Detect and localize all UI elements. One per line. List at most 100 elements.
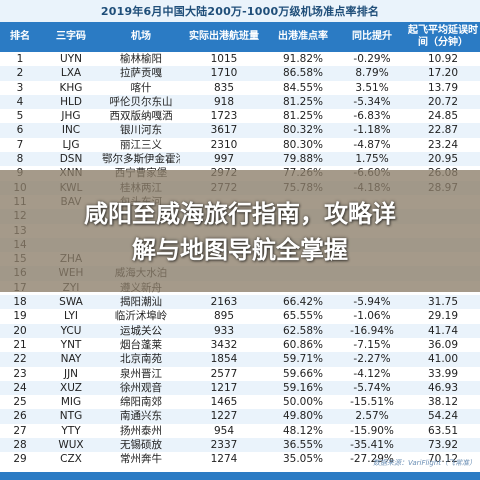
table-row: 3 KHG 喀什 835 84.55% 3.51% 13.79 xyxy=(0,81,480,95)
headline-overlay xyxy=(0,170,480,292)
cell-airport: 南通兴东 xyxy=(120,410,162,423)
cell-yoy-change: 8.79% xyxy=(355,67,389,80)
cell-yoy-change: 3.51% xyxy=(355,81,389,94)
header-rank: 排名 xyxy=(10,31,30,42)
cell-airport: 丽江三义 xyxy=(120,138,162,151)
cell-departures: 918 xyxy=(213,95,235,108)
cell-yoy-change: -6.83% xyxy=(353,110,391,123)
cell-ontime-rate: 36.55% xyxy=(282,439,324,452)
cell-departures: 1465 xyxy=(210,396,238,409)
cell-code: KHG xyxy=(59,81,83,94)
cell-yoy-change: -35.41% xyxy=(350,439,394,452)
cell-airport: 常州奔牛 xyxy=(120,453,162,466)
cell-airport: 徐州观音 xyxy=(120,381,162,394)
cell-departures: 2163 xyxy=(210,296,238,309)
cell-code: JHG xyxy=(61,110,81,123)
cell-rank: 1 xyxy=(16,53,24,65)
cell-ontime-rate: 79.88% xyxy=(282,153,324,166)
cell-avg-delay: 29.19 xyxy=(427,310,459,323)
table-row: 27 YTY 扬州泰州 954 48.12% -15.90% 63.51 xyxy=(0,424,480,438)
cell-ontime-rate: 86.58% xyxy=(282,67,324,80)
table-row: 19 LYI 临沂沭埠岭 895 65.55% -1.06% 29.19 xyxy=(0,309,480,323)
cell-avg-delay: 54.24 xyxy=(427,410,459,423)
cell-avg-delay: 36.09 xyxy=(427,338,459,351)
header-code: 三字码 xyxy=(56,31,86,42)
cell-airport: 呼伦贝尔东山 xyxy=(109,95,173,108)
cell-rank: 23 xyxy=(13,367,27,380)
cell-ontime-rate: 80.32% xyxy=(282,124,324,137)
cell-ontime-rate: 60.86% xyxy=(282,338,324,351)
table-header: 排名 三字码 机场 实际出港航班量 出港准点率 同比提升 起飞平均延误时间（分钟… xyxy=(0,22,480,52)
cell-ontime-rate: 59.71% xyxy=(282,353,324,366)
table-row: 29 CZX 常州奔牛 1274 35.05% -27.29% 70.12 xyxy=(0,452,480,466)
cell-airport: 北京南苑 xyxy=(120,353,162,366)
table-row: 23 JJN 泉州晋江 2577 59.66% -4.12% 33.99 xyxy=(0,367,480,381)
cell-ontime-rate: 81.25% xyxy=(282,110,324,123)
cell-avg-delay: 33.99 xyxy=(427,367,459,380)
table-row: 22 NAY 北京南苑 1854 59.71% -2.27% 41.00 xyxy=(0,352,480,367)
cell-airport: 西双版纳嘎洒 xyxy=(109,110,173,123)
cell-rank: 4 xyxy=(16,95,24,108)
table-row: 24 XUZ 徐州观音 1217 59.16% -5.74% 46.93 xyxy=(0,380,480,396)
cell-ontime-rate: 66.42% xyxy=(282,296,324,309)
cell-avg-delay: 20.95 xyxy=(427,153,459,166)
cell-yoy-change: -2.27% xyxy=(353,353,391,366)
cell-ontime-rate: 65.55% xyxy=(282,310,324,323)
cell-yoy-change: -5.34% xyxy=(353,95,391,108)
cell-airport: 运城关公 xyxy=(120,324,162,337)
cell-code: UYN xyxy=(60,53,82,65)
table-row: 2 LXA 拉萨贡嘎 1710 86.58% 8.79% 17.20 xyxy=(0,66,480,81)
cell-ontime-rate: 81.25% xyxy=(282,95,324,108)
cell-departures: 954 xyxy=(213,424,235,437)
cell-avg-delay: 17.20 xyxy=(427,67,459,80)
cell-departures: 2337 xyxy=(210,439,238,452)
cell-airport: 鄂尔多斯伊金霍洛 xyxy=(102,153,180,166)
cell-avg-delay: 22.87 xyxy=(427,124,459,137)
cell-rank: 22 xyxy=(13,353,27,366)
cell-yoy-change: -16.94% xyxy=(350,324,394,337)
cell-yoy-change: -15.51% xyxy=(350,396,394,409)
cell-departures: 1723 xyxy=(210,110,238,123)
cell-code: YTY xyxy=(61,424,81,437)
cell-airport: 榆林榆阳 xyxy=(120,53,162,65)
table-title: 2019年6月中国大陆200万-1000万级机场准点率排名 xyxy=(100,5,380,18)
cell-rank: 8 xyxy=(16,153,24,166)
table-row: 6 INC 银川河东 3617 80.32% -1.18% 22.87 xyxy=(0,123,480,138)
cell-airport: 无锡硕放 xyxy=(120,439,162,452)
cell-avg-delay: 20.72 xyxy=(427,95,459,108)
cell-rank: 24 xyxy=(13,381,27,394)
cell-code: CZX xyxy=(60,453,82,466)
headline-line-1: 咸阳至威海旅行指南，攻略详 xyxy=(84,200,396,228)
cell-code: LYI xyxy=(64,310,78,323)
cell-departures: 933 xyxy=(213,324,235,337)
header-ontime-rate: 出港准点率 xyxy=(278,31,328,42)
cell-rank: 28 xyxy=(13,439,27,452)
cell-yoy-change: -4.12% xyxy=(353,367,391,380)
cell-rank: 21 xyxy=(13,338,27,351)
cell-yoy-change: -0.29% xyxy=(353,53,391,65)
cell-avg-delay: 24.85 xyxy=(427,110,459,123)
table-row: 4 HLD 呼伦贝尔东山 918 81.25% -5.34% 20.72 xyxy=(0,94,480,110)
cell-ontime-rate: 48.12% xyxy=(282,424,324,437)
header-departures: 实际出港航班量 xyxy=(189,31,259,42)
cell-rank: 25 xyxy=(13,396,27,409)
cell-departures: 3432 xyxy=(210,338,238,351)
table-row: 7 LJG 丽江三义 2310 80.30% -4.87% 23.24 xyxy=(0,138,480,152)
table-row: 26 NTG 南通兴东 1227 49.80% 2.57% 54.24 xyxy=(0,409,480,424)
cell-avg-delay: 73.92 xyxy=(427,439,459,452)
cell-avg-delay: 70.12 xyxy=(427,453,459,466)
cell-rank: 6 xyxy=(16,124,24,137)
cell-code: XUZ xyxy=(60,381,82,394)
cell-avg-delay: 23.24 xyxy=(427,138,459,151)
cell-code: YNT xyxy=(60,338,82,351)
cell-departures: 3617 xyxy=(210,124,238,137)
table-title-bar: 2019年6月中国大陆200万-1000万级机场准点率排名 xyxy=(0,0,480,22)
cell-rank: 19 xyxy=(13,310,27,323)
cell-rank: 26 xyxy=(13,410,27,423)
cell-departures: 1710 xyxy=(210,67,238,80)
cell-code: JJN xyxy=(63,367,79,380)
table-row: 8 DSN 鄂尔多斯伊金霍洛 997 79.88% 1.75% 20.95 xyxy=(0,152,480,167)
header-airport: 机场 xyxy=(131,31,151,42)
cell-code: HLD xyxy=(60,95,82,108)
